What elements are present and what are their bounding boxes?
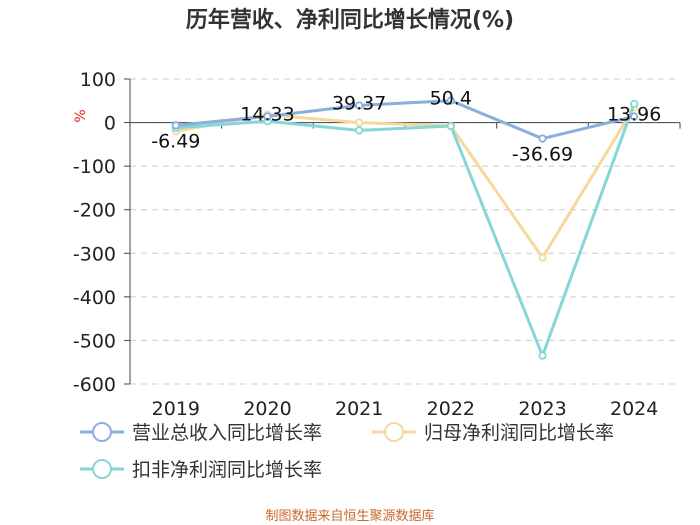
- x-tick-label: 2024: [610, 398, 658, 420]
- legend-marker: [384, 422, 404, 442]
- series-point: [446, 96, 455, 105]
- series-point: [355, 101, 364, 110]
- series-point: [630, 99, 639, 108]
- series-lines: [171, 96, 639, 360]
- y-tick-label: 0: [104, 113, 116, 135]
- x-tick-label: 2022: [427, 398, 475, 420]
- data-label: -6.49: [151, 130, 200, 152]
- data-label: 39.37: [332, 92, 386, 114]
- y-tick-label: -600: [73, 374, 116, 396]
- series-point: [538, 253, 547, 262]
- x-tick-label: 2020: [243, 398, 291, 420]
- series-line: [174, 105, 636, 260]
- legend-label: 营业总收入同比增长率: [132, 422, 322, 444]
- legend-label: 归母净利润同比增长率: [424, 422, 614, 444]
- x-tick-label: 2021: [335, 398, 383, 420]
- series-point: [630, 112, 639, 121]
- chart-title: 历年营收、净利同比增长情况(%): [186, 7, 514, 33]
- series-point: [263, 112, 272, 121]
- data-label: -36.69: [512, 144, 573, 166]
- x-tick-label: 2019: [152, 398, 200, 420]
- data-labels: -6.49 14.33 39.37 50.4 -36.69 13.96: [151, 88, 661, 166]
- legend-marker: [92, 459, 112, 479]
- legend-label: 扣非净利润同比增长率: [132, 459, 322, 481]
- legend-marker: [92, 422, 112, 442]
- series-point: [538, 351, 547, 360]
- series-point: [355, 126, 364, 135]
- y-axis-unit: %: [73, 109, 89, 122]
- axes: 100 0 -100 -200 -300 -400 -500 -600 2019 2020 2021…: [73, 69, 681, 420]
- source-note: 制图数据来自恒生聚源数据库: [265, 508, 434, 524]
- series-line: [174, 99, 636, 141]
- series-point: [355, 118, 364, 127]
- y-tick-label: -100: [73, 156, 116, 178]
- y-tick-label: -400: [73, 287, 116, 309]
- y-tick-label: -200: [73, 200, 116, 222]
- series-point: [446, 121, 455, 131]
- data-label: 13.96: [607, 103, 661, 125]
- series-point: [171, 121, 180, 130]
- data-label: 14.33: [240, 103, 294, 125]
- x-tick-label: 2023: [518, 398, 566, 420]
- y-tick-label: 100: [80, 69, 116, 91]
- y-tick-label: -300: [73, 243, 116, 265]
- series-point: [538, 134, 547, 143]
- data-label: 50.4: [430, 88, 472, 110]
- series-line: [174, 102, 636, 358]
- y-tick-label: -500: [73, 330, 116, 352]
